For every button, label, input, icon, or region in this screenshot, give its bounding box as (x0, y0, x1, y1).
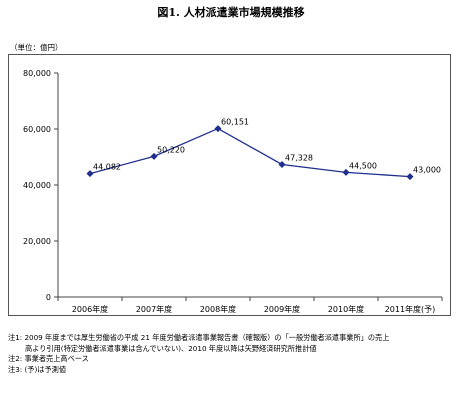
note-1-continuation: 高より引用(特定労働者派遣事業は含んでいない)、2010 年度以降は矢野経済研究… (25, 343, 317, 353)
data-point-marker (406, 173, 414, 181)
x-tick-label: 2010年度 (328, 304, 364, 314)
data-point-marker (278, 160, 286, 168)
data-label: 44,082 (93, 163, 121, 172)
data-point-marker (86, 170, 94, 178)
x-tick-label: 2007年度 (136, 304, 172, 314)
data-point-marker (150, 152, 158, 160)
data-label: 43,000 (413, 166, 441, 175)
y-tick-label: 60,000 (23, 125, 51, 134)
data-label: 44,500 (349, 161, 377, 170)
data-point-marker (342, 168, 350, 176)
data-label: 60,151 (221, 118, 249, 127)
data-label: 50,220 (157, 145, 185, 154)
x-tick-label: 2011年度(予) (385, 304, 436, 314)
note-1: 注1: 2009 年度までは厚生労働省の平成 21 年度労働者派遣事業報告書（確… (8, 333, 390, 342)
unit-label: （単位：億円） (10, 43, 63, 52)
y-tick-label: 20,000 (23, 237, 51, 246)
note-2: 注2: 事業者売上高ベース (8, 354, 89, 364)
y-tick-label: 40,000 (23, 181, 51, 190)
x-tick-label: 2008年度 (200, 304, 236, 314)
y-tick-label: 0 (46, 293, 51, 302)
figure-title: 図1. 人材派遣業市場規模推移 (157, 6, 305, 19)
note-3: 注3: (予)は予測値 (8, 364, 67, 374)
data-label: 47,328 (285, 153, 313, 162)
series-line (89, 127, 411, 178)
x-tick-label: 2006年度 (72, 304, 108, 314)
x-tick-label: 2009年度 (264, 304, 300, 314)
data-point-marker (214, 125, 222, 133)
chart-frame (8, 54, 451, 316)
notes-section: 注1: 2009 年度までは厚生労働省の平成 21 年度労働者派遣事業報告書（確… (8, 333, 458, 375)
y-tick-label: 80,000 (23, 69, 51, 78)
